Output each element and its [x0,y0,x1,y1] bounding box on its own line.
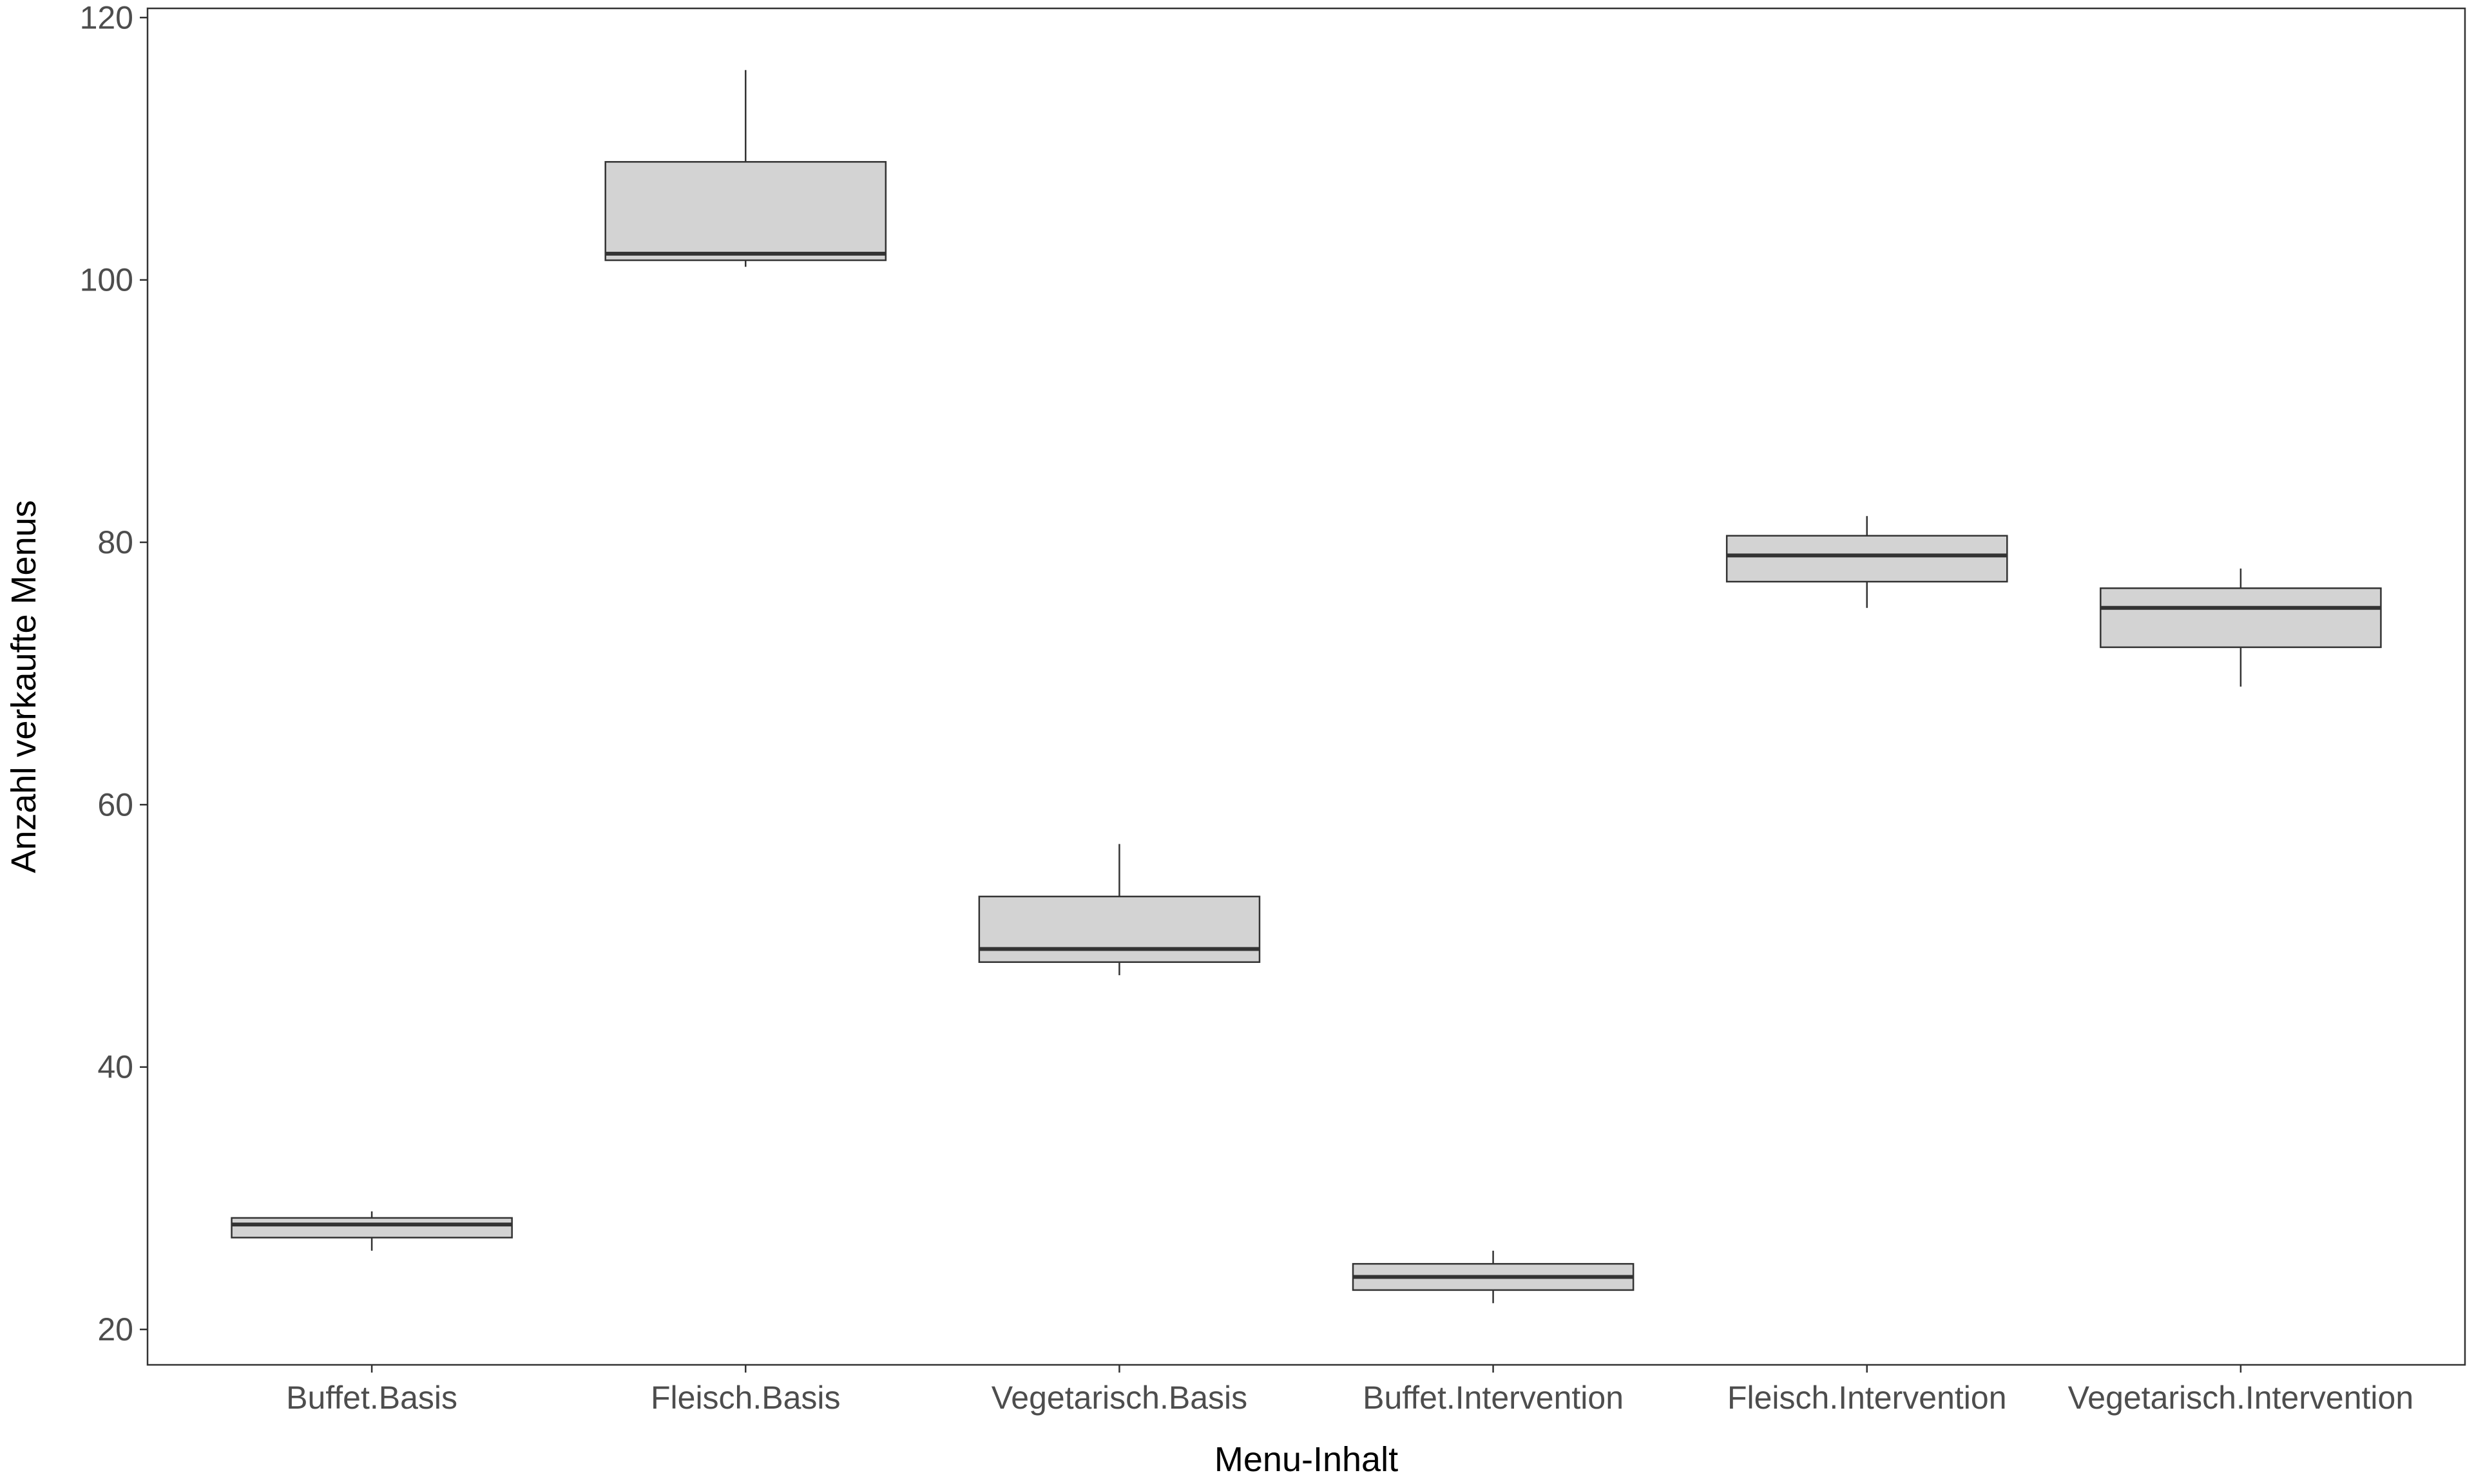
box-buffet-intervention [1352,1250,1635,1304]
box-iqr [2100,587,2382,649]
box-fleisch-basis [604,70,887,267]
y-tick-label: 60 [97,786,133,823]
x-tick-label: Buffet.Basis [286,1380,457,1416]
y-tick-label: 80 [97,524,133,560]
x-tick-label: Fleisch.Basis [651,1380,841,1416]
x-tick-label: Vegetarisch.Basis [992,1380,1247,1416]
box-iqr [604,161,887,262]
y-tick-label: 40 [97,1049,133,1085]
x-axis-title: Menu-Inhalt [1214,1440,1398,1479]
y-axis: 20 40 60 80 100 120 [80,0,148,1347]
box-iqr [978,895,1261,963]
y-tick-label: 20 [97,1311,133,1347]
x-tick-label: Buffet.Intervention [1363,1380,1624,1416]
boxes-layer [231,70,2382,1304]
box-vegetarisch-intervention [2100,568,2382,687]
box-vegetarisch-basis [978,844,1261,976]
box-iqr [1725,535,2008,583]
box-fleisch-intervention [1725,516,2008,608]
x-tick-label: Vegetarisch.Intervention [2068,1380,2413,1416]
x-tick-label: Fleisch.Intervention [1727,1380,2007,1416]
y-tick-label: 120 [80,0,133,35]
y-tick-label: 100 [80,262,133,298]
box-buffet-basis [231,1211,513,1251]
x-axis: Buffet.Basis Fleisch.Basis Vegetarisch.Bas… [286,1365,2413,1416]
plot-panel-border [146,7,2466,1366]
box-iqr [231,1217,513,1239]
y-axis-title: Anzahl verkaufte Menus [5,500,43,873]
